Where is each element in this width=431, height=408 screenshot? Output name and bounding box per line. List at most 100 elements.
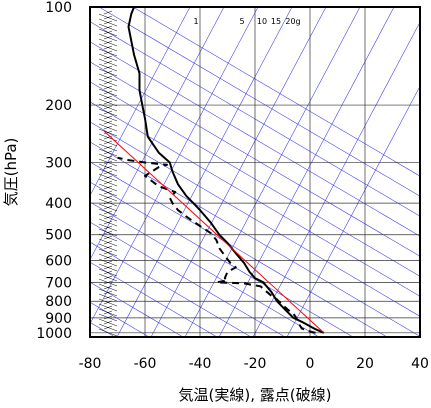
- wind-barb-flag: [103, 205, 113, 210]
- wind-barb-flag: [103, 50, 113, 55]
- wind-barb-flag: [103, 30, 113, 35]
- mixing-ratio-labels: 1 5 10 15 20g: [193, 17, 300, 26]
- x-tick-label: -20: [244, 356, 267, 372]
- y-tick-label: 200: [45, 98, 72, 114]
- wind-barb-flag: [103, 160, 113, 165]
- x-tick-label: -60: [134, 356, 157, 372]
- y-tick-label: 600: [45, 254, 72, 270]
- wind-barb-flag: [103, 320, 113, 325]
- wind-barb-flag: [103, 10, 113, 15]
- wind-barb-flag: [103, 125, 113, 130]
- dry-adiabat-line: [90, 41, 420, 237]
- wind-barb-flag: [103, 120, 113, 125]
- y-tick-label: 400: [45, 196, 72, 212]
- y-tick-label: 1000: [36, 326, 72, 342]
- wind-barb-flag: [103, 75, 113, 80]
- dry-adiabat-line: [132, 7, 420, 177]
- wind-barb-flag: [103, 195, 113, 200]
- wind-barb-flag: [103, 270, 113, 275]
- wind-barb-flag: [103, 100, 113, 105]
- wind-barb-flag: [103, 65, 113, 70]
- wind-barb-flag: [103, 130, 113, 135]
- wind-barb-flag: [103, 295, 113, 300]
- wind-barb-flag: [103, 240, 113, 245]
- x-tick-label: 40: [411, 356, 429, 372]
- wind-barb-flag: [103, 185, 113, 190]
- x-tick-label: 0: [306, 356, 315, 372]
- wind-barb-flag: [103, 15, 113, 20]
- y-axis-title: 気圧(hPa): [2, 138, 20, 207]
- y-tick-label: 300: [45, 155, 72, 171]
- plot-frame: [89, 6, 421, 338]
- mixing-ratio-label: 5: [239, 17, 244, 26]
- wind-barb-flag: [103, 70, 113, 75]
- wind-barb-flag: [103, 35, 113, 40]
- wind-barb-flag: [103, 150, 113, 155]
- series-lines: [103, 7, 325, 334]
- dry-adiabat-line: [98, 7, 420, 197]
- y-tick-label: 500: [45, 228, 72, 244]
- wind-barb-flag: [103, 275, 113, 280]
- wind-barb-flag: [103, 105, 113, 110]
- wind-barb-flag: [103, 55, 113, 60]
- wind-barb-flag: [103, 220, 113, 225]
- wind-barb-flag: [103, 145, 113, 150]
- wind-barb-flag: [103, 80, 113, 85]
- wind-barb-flag: [103, 140, 113, 145]
- wind-barb-flag: [103, 260, 113, 265]
- x-tick-label: -80: [79, 356, 102, 372]
- wind-barb-flag: [103, 175, 113, 180]
- wind-barb-flag: [103, 165, 113, 170]
- x-axis-title: 気温(実線), 露点(破線): [179, 386, 332, 404]
- wind-barb-flag: [103, 315, 113, 320]
- wind-barb-flag: [103, 230, 113, 235]
- mixing-ratio-label: 15: [271, 17, 281, 26]
- y-tick-label: 100: [45, 0, 72, 16]
- wind-barb-flag: [103, 215, 113, 220]
- wind-barb-flag: [103, 20, 113, 25]
- wind-barb-flag: [103, 115, 113, 120]
- wind-barb-flag: [103, 265, 113, 270]
- wind-barb-flag: [103, 305, 113, 310]
- wind-barb-flag: [103, 110, 113, 115]
- y-tick-label: 900: [45, 311, 72, 327]
- wind-barb-flag: [103, 245, 113, 250]
- wind-barb-flag: [103, 135, 113, 140]
- wind-barb-flag: [103, 200, 113, 205]
- mixing-ratio-label: 20g: [285, 17, 300, 26]
- gridlines: [90, 7, 420, 337]
- mixing-ratio-label: 1: [193, 17, 198, 26]
- wind-barb-flag: [103, 225, 113, 230]
- wind-barb-flag: [103, 25, 113, 30]
- wind-barb-flag: [103, 90, 113, 95]
- wind-barb-flag: [103, 45, 113, 50]
- wind-barb-flag: [103, 300, 113, 305]
- y-tick-label: 800: [45, 294, 72, 310]
- x-tick-label: 20: [356, 356, 374, 372]
- mixing-ratio-label: 10: [257, 17, 267, 26]
- wind-barb-flag: [103, 210, 113, 215]
- wind-barb-flag: [103, 95, 113, 100]
- y-tick-label: 700: [45, 275, 72, 291]
- wind-barb-flag: [103, 250, 113, 255]
- wind-barb-flag: [103, 170, 113, 175]
- parcel-line: [103, 130, 325, 334]
- wind-barb-flag: [103, 190, 113, 195]
- wind-barb-flag: [103, 60, 113, 65]
- wind-barb-flag: [103, 290, 113, 295]
- wind-barbs: [98, 10, 118, 337]
- mixing-ratio-line: [90, 7, 225, 261]
- x-tick-labels: -80 -60 -40 -20 0 20 40: [79, 356, 429, 372]
- dry-adiabat-line: [90, 21, 420, 217]
- wind-barb-flag: [103, 180, 113, 185]
- wind-barb-flag: [103, 255, 113, 260]
- dry-adiabat-line: [90, 81, 420, 277]
- wind-barb-flag: [103, 85, 113, 90]
- dewpoint-line: [117, 156, 316, 334]
- wind-barb-flag: [103, 310, 113, 315]
- wind-barb-flag: [103, 40, 113, 45]
- wind-barb-flag: [103, 285, 113, 290]
